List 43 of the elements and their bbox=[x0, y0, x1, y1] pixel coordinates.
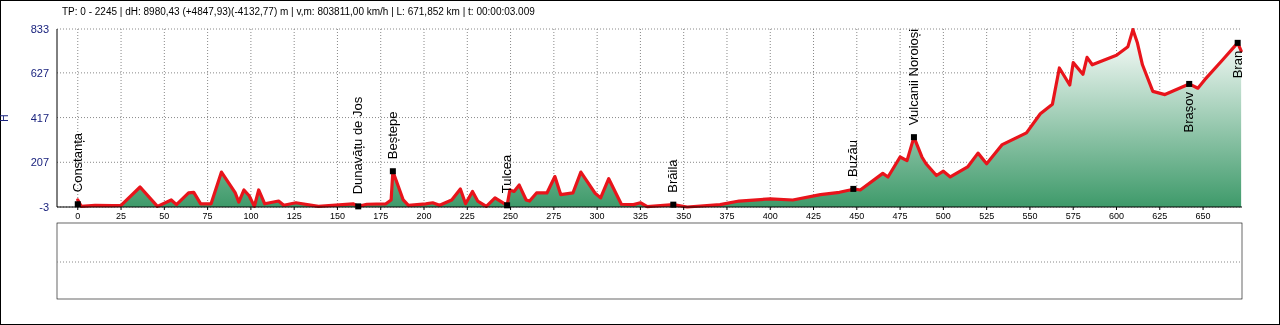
y-tick-label: 417 bbox=[30, 111, 49, 124]
x-tick-label: 75 bbox=[202, 211, 213, 221]
x-tick-label: 450 bbox=[849, 211, 865, 221]
x-tick-label: 575 bbox=[1065, 211, 1081, 221]
x-tick-label: 375 bbox=[719, 211, 735, 221]
x-tick-label: 125 bbox=[286, 211, 302, 221]
y-tick-label: -3 bbox=[39, 201, 49, 213]
x-tick-label: 400 bbox=[762, 211, 778, 221]
chart-title: TP: 0 - 2245 | dH: 8980,43 (+4847,93)(-4132,77) m | v,m: 803811,00 km/h | L: 671,852 km | t: 00:00:03.009 bbox=[62, 6, 536, 17]
x-tick-label: 650 bbox=[1195, 211, 1211, 221]
x-tick-label: 250 bbox=[503, 211, 519, 221]
y-axis-title: H bbox=[0, 114, 10, 122]
x-tick-label: 225 bbox=[459, 211, 475, 221]
x-tick-label: 550 bbox=[1022, 211, 1038, 221]
x-tick-label: 275 bbox=[546, 211, 562, 221]
y-tick-label: 627 bbox=[30, 66, 49, 79]
x-tick-label: 300 bbox=[589, 211, 605, 221]
annotation: Dunavățu de Jos bbox=[350, 96, 366, 195]
annotation: Beștepe bbox=[384, 111, 400, 160]
x-tick-label: 150 bbox=[329, 211, 345, 221]
annotation: Vulcanii Noroioși bbox=[905, 28, 921, 126]
annotation: Buzău bbox=[845, 140, 861, 177]
annotation: Brașov bbox=[1181, 91, 1197, 133]
x-tick-label: 0 bbox=[75, 211, 81, 221]
annotation: Constanța bbox=[69, 132, 85, 193]
x-tick-label: 625 bbox=[1152, 211, 1168, 221]
x-tick-label: 425 bbox=[806, 211, 822, 221]
x-tick-label: 350 bbox=[676, 211, 692, 221]
x-tick-label: 50 bbox=[159, 211, 170, 221]
y-tick-label: 207 bbox=[30, 156, 49, 169]
annotation: Bran bbox=[1229, 50, 1245, 79]
x-tick-label: 200 bbox=[416, 211, 432, 221]
annotation: Brăila bbox=[665, 158, 681, 193]
y-tick-label: 833 bbox=[30, 23, 49, 35]
x-tick-label: 325 bbox=[632, 211, 648, 221]
x-tick-label: 475 bbox=[892, 211, 908, 221]
x-tick-label: 600 bbox=[1108, 211, 1124, 221]
x-tick-label: 100 bbox=[243, 211, 259, 221]
x-tick-label: 500 bbox=[935, 211, 951, 221]
x-tick-label: 25 bbox=[116, 211, 127, 221]
annotation: Tulcea bbox=[499, 153, 515, 194]
x-tick-label: 525 bbox=[979, 211, 995, 221]
x-tick-label: 175 bbox=[373, 211, 389, 221]
